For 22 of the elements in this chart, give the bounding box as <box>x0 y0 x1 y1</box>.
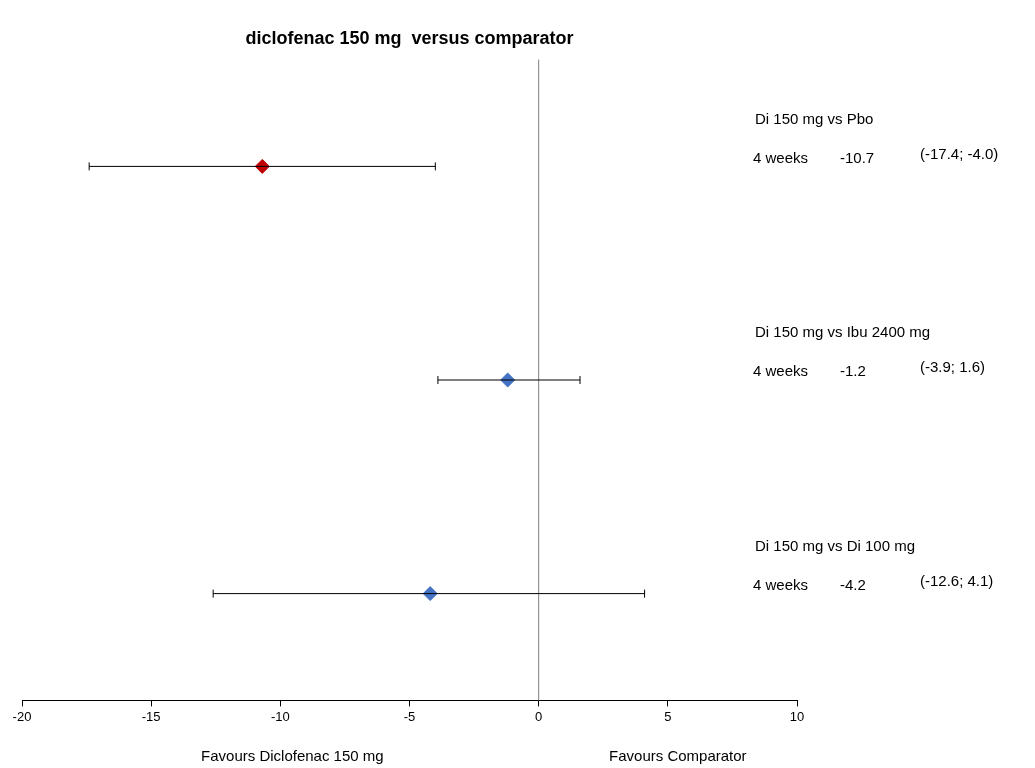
annotation: Di 150 mg vs Di 100 mg <box>755 536 916 554</box>
x-tick-label: 5 <box>664 708 672 724</box>
text: Favours Diclofenac 150 mg <box>201 747 384 765</box>
annotation: Di 150 mg vs Pbo <box>755 109 874 127</box>
annotation: 4 weeks <box>753 362 809 380</box>
text: -4.2 <box>840 575 866 593</box>
x-tick-label: -20 <box>12 708 32 724</box>
x-tick-label: -15 <box>141 708 161 724</box>
text: (-12.6; 4.1) <box>920 571 994 589</box>
x-tick-label: -10 <box>270 708 290 724</box>
x-tick-label: 10 <box>789 708 805 724</box>
x-tick-label: -5 <box>403 708 416 724</box>
annotation: 4 weeks <box>753 575 809 593</box>
text: -10.7 <box>840 148 875 166</box>
annotation: Di 150 mg vs Ibu 2400 mg <box>755 323 931 341</box>
text: (-17.4; -4.0) <box>920 144 999 162</box>
text: -1.2 <box>840 362 866 380</box>
chart-title: diclofenac 150 mg versus comparator <box>245 27 574 48</box>
text: (-3.9; 1.6) <box>920 358 986 376</box>
x-tick-label: 0 <box>535 708 543 724</box>
text: Favours Comparator <box>609 747 747 765</box>
annotation: 4 weeks <box>753 148 809 166</box>
